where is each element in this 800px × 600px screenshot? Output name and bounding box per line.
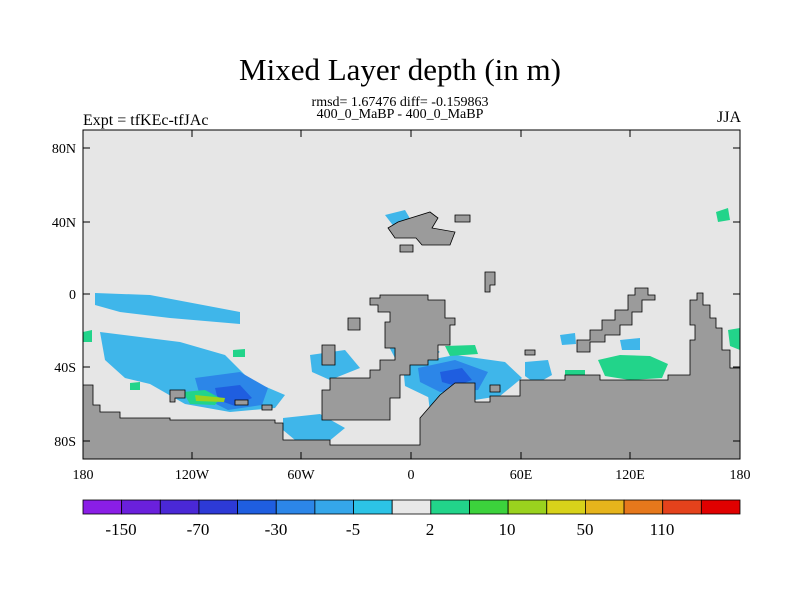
colorbar-swatch [507, 499, 548, 515]
colorbar [82, 499, 741, 515]
map-title: Mixed Layer depth (in m) [239, 52, 561, 87]
colorbar-swatch [430, 499, 470, 515]
lon-tick-label: 180 [730, 468, 751, 483]
colorbar-label: 2 [426, 520, 435, 539]
colorbar-swatch [314, 499, 354, 515]
colorbar-label: -5 [346, 520, 360, 539]
colorbar-labels: -150 -70 -30 -5 2 10 50 110 [105, 520, 674, 539]
colorbar-swatch [198, 499, 238, 515]
colorbar-swatch [662, 499, 702, 515]
colorbar-label: -70 [187, 520, 210, 539]
lon-labels: 180 120W 60W 0 60E 120E 180 [73, 468, 751, 483]
colorbar-swatch [121, 499, 161, 515]
colorbar-swatch [700, 499, 741, 515]
lon-tick-label: 60E [510, 468, 533, 483]
colorbar-swatch [237, 499, 277, 515]
experiment-label: Expt = tfKEc-tfJAc [83, 112, 209, 129]
map-area [82, 129, 741, 460]
colorbar-swatch [546, 499, 586, 515]
colorbar-swatch [585, 499, 625, 515]
colorbar-swatch [391, 499, 432, 515]
colorbar-swatch [623, 499, 664, 515]
lon-tick-label: 120W [175, 468, 210, 483]
colorbar-swatch [353, 499, 393, 515]
colorbar-label: 10 [499, 520, 516, 539]
colorbar-label: 110 [650, 520, 675, 539]
lon-tick-label: 60W [287, 468, 315, 483]
colorbar-label: 50 [577, 520, 594, 539]
season-label: JJA [716, 109, 741, 126]
lon-tick-label: 0 [408, 468, 415, 483]
map-subtitle: 400_0_MaBP - 400_0_MaBP [316, 107, 484, 122]
lat-labels: 80N 40N 0 40S 80S [52, 142, 76, 450]
colorbar-swatch [275, 499, 316, 515]
axis-ticks [83, 130, 740, 459]
stats-text: rmsd= 1.67476 diff= -0.159863 [311, 95, 489, 110]
lat-tick-label: 0 [69, 288, 76, 303]
land-masses [82, 211, 741, 460]
lon-tick-label: 180 [73, 468, 94, 483]
colorbar-swatch [82, 499, 123, 515]
colorbar-swatch [469, 499, 509, 515]
lat-tick-label: 40N [52, 216, 76, 231]
lon-tick-label: 120E [615, 468, 645, 483]
colorbar-label: -30 [265, 520, 288, 539]
lat-tick-label: 80N [52, 142, 76, 157]
lat-tick-label: 80S [54, 435, 76, 450]
colorbar-swatch [159, 499, 200, 515]
lat-tick-label: 40S [54, 361, 76, 376]
colorbar-label: -150 [105, 520, 136, 539]
